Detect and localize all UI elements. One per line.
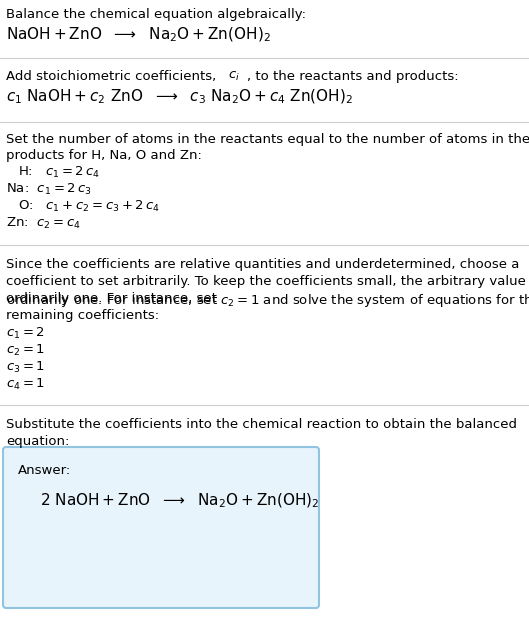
Text: $\mathregular{2\ NaOH + ZnO\ \ \longrightarrow\ \ Na_2O + Zn(OH)_2}$: $\mathregular{2\ NaOH + ZnO\ \ \longrigh… <box>40 492 320 510</box>
FancyBboxPatch shape <box>3 447 319 608</box>
Text: Substitute the coefficients into the chemical reaction to obtain the balanced: Substitute the coefficients into the che… <box>6 418 517 431</box>
Text: $\mathregular{NaOH + ZnO\ \ \longrightarrow\ \ Na_2O + Zn(OH)_2}$: $\mathregular{NaOH + ZnO\ \ \longrightar… <box>6 26 271 45</box>
Text: ordinarily one. For instance, set: ordinarily one. For instance, set <box>6 292 221 305</box>
Text: $c_2 = 1$: $c_2 = 1$ <box>6 343 45 358</box>
Text: $c_i$: $c_i$ <box>228 70 240 83</box>
Text: remaining coefficients:: remaining coefficients: <box>6 309 159 322</box>
Text: Zn:  $c_2 = c_4$: Zn: $c_2 = c_4$ <box>6 216 81 231</box>
Text: $c_1\ \mathregular{NaOH} + c_2\ \mathregular{ZnO}\ \ \longrightarrow\ \ c_3\ \ma: $c_1\ \mathregular{NaOH} + c_2\ \mathreg… <box>6 88 353 107</box>
Text: $c_4 = 1$: $c_4 = 1$ <box>6 377 45 392</box>
Text: Add stoichiometric coefficients,: Add stoichiometric coefficients, <box>6 70 221 83</box>
Text: Na:  $c_1 = 2\,c_3$: Na: $c_1 = 2\,c_3$ <box>6 182 92 197</box>
Text: ordinarily one. For instance, set $c_2 = 1$ and solve the system of equations fo: ordinarily one. For instance, set $c_2 =… <box>6 292 529 309</box>
Text: $c_3 = 1$: $c_3 = 1$ <box>6 360 45 375</box>
Text: $c_1 = 2$: $c_1 = 2$ <box>6 326 45 341</box>
Text: H:   $c_1 = 2\,c_4$: H: $c_1 = 2\,c_4$ <box>18 165 100 180</box>
Text: Set the number of atoms in the reactants equal to the number of atoms in the: Set the number of atoms in the reactants… <box>6 133 529 146</box>
Text: products for H, Na, O and Zn:: products for H, Na, O and Zn: <box>6 149 202 162</box>
Text: Answer:: Answer: <box>18 464 71 477</box>
Text: , to the reactants and products:: , to the reactants and products: <box>247 70 459 83</box>
Text: Since the coefficients are relative quantities and underdetermined, choose a: Since the coefficients are relative quan… <box>6 258 519 271</box>
Text: equation:: equation: <box>6 435 69 448</box>
Text: Balance the chemical equation algebraically:: Balance the chemical equation algebraica… <box>6 8 306 21</box>
Text: O:   $c_1 + c_2 = c_3 + 2\,c_4$: O: $c_1 + c_2 = c_3 + 2\,c_4$ <box>18 199 160 214</box>
Text: coefficient to set arbitrarily. To keep the coefficients small, the arbitrary va: coefficient to set arbitrarily. To keep … <box>6 275 529 288</box>
